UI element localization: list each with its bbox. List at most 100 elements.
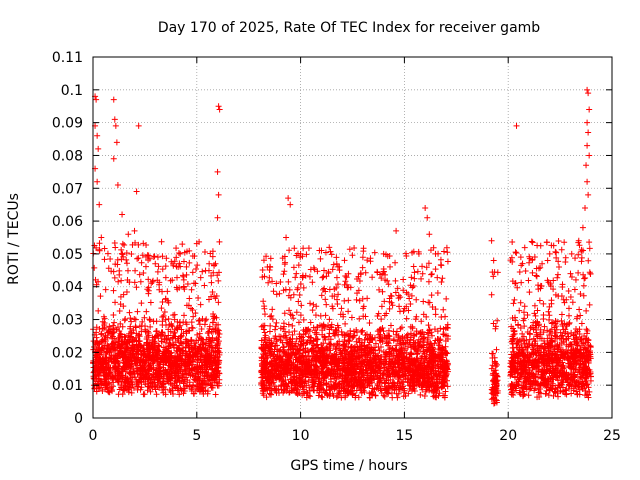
data-point (151, 253, 158, 260)
data-point (413, 328, 420, 335)
data-point (287, 370, 294, 377)
data-point (439, 383, 446, 390)
data-point (192, 353, 199, 360)
data-point (360, 303, 367, 310)
data-point (100, 367, 107, 374)
data-point (93, 385, 100, 392)
data-point (91, 264, 98, 271)
data-point (341, 331, 348, 338)
data-point (361, 336, 368, 343)
data-point (333, 254, 340, 261)
data-point (584, 391, 591, 398)
data-point (397, 325, 404, 332)
data-point (280, 389, 287, 396)
data-point (415, 371, 422, 378)
data-point (378, 389, 385, 396)
data-point (136, 323, 143, 330)
data-point (93, 334, 100, 341)
data-point (376, 347, 383, 354)
data-point (110, 379, 117, 386)
data-point (400, 393, 407, 400)
data-point (116, 327, 123, 334)
data-point (154, 382, 161, 389)
data-point (309, 307, 316, 314)
data-point (408, 292, 415, 299)
data-point (553, 326, 560, 333)
data-point (158, 352, 165, 359)
data-point (215, 334, 222, 341)
data-point (312, 378, 319, 385)
data-point (376, 271, 383, 278)
data-point (418, 367, 425, 374)
data-point (259, 350, 266, 357)
data-point (123, 289, 130, 296)
data-point (323, 362, 330, 369)
data-point (121, 387, 128, 394)
data-point (334, 281, 341, 288)
data-point (327, 355, 334, 362)
data-point (318, 247, 325, 254)
data-point (120, 291, 127, 298)
data-point (377, 337, 384, 344)
data-point (126, 309, 133, 316)
data-point (346, 352, 353, 359)
data-point (407, 336, 414, 343)
data-point (399, 357, 406, 364)
data-point (102, 332, 109, 339)
data-point (173, 254, 180, 261)
data-point (356, 339, 363, 346)
data-point (291, 328, 298, 335)
data-point (157, 358, 164, 365)
data-point (313, 336, 320, 343)
data-point (95, 307, 102, 314)
data-point (178, 332, 185, 339)
data-point (295, 319, 302, 326)
data-point (351, 355, 358, 362)
data-point (116, 338, 123, 345)
data-point (189, 307, 196, 314)
data-point (192, 373, 199, 380)
data-point (421, 392, 428, 399)
data-point (325, 333, 332, 340)
data-point (408, 274, 415, 281)
data-point (546, 316, 553, 323)
data-point (185, 340, 192, 347)
data-point (376, 286, 383, 293)
data-point (277, 278, 284, 285)
data-point (287, 344, 294, 351)
data-point (335, 389, 342, 396)
data-point (98, 380, 105, 387)
data-point (428, 292, 435, 299)
data-point (188, 286, 195, 293)
data-point (355, 353, 362, 360)
data-point (190, 313, 197, 320)
data-point (109, 341, 116, 348)
data-point (369, 274, 376, 281)
data-point (162, 367, 169, 374)
data-point (334, 296, 341, 303)
data-point (261, 311, 268, 318)
data-point (341, 343, 348, 350)
data-point (202, 364, 209, 371)
data-point (118, 384, 125, 391)
data-point (130, 385, 137, 392)
data-point (390, 337, 397, 344)
data-point (209, 253, 216, 260)
data-point (167, 363, 174, 370)
data-point (214, 379, 221, 386)
data-point (147, 323, 154, 330)
data-point (103, 346, 110, 353)
data-point (289, 331, 296, 338)
data-point (362, 332, 369, 339)
data-point (345, 308, 352, 315)
data-point (145, 287, 152, 294)
data-point (433, 386, 440, 393)
data-point (284, 340, 291, 347)
data-point (171, 311, 178, 318)
data-point (362, 356, 369, 363)
data-point (282, 369, 289, 376)
data-point (307, 319, 314, 326)
data-point (309, 381, 316, 388)
data-point (209, 288, 216, 295)
data-point (443, 332, 450, 339)
